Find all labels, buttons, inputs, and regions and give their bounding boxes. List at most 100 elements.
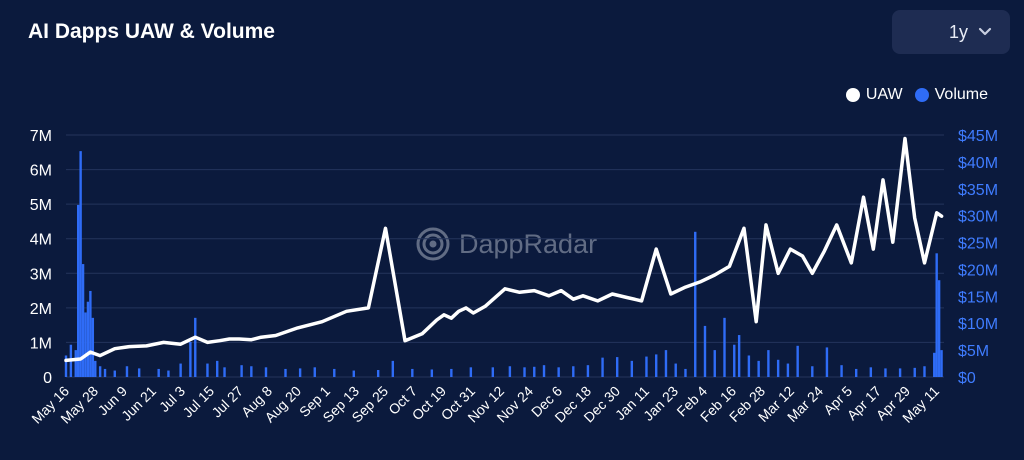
uaw-swatch-icon bbox=[845, 88, 860, 102]
chart-title: AI Dapps UAW & Volume bbox=[28, 20, 275, 43]
x-tick-label: Jul 15 bbox=[179, 383, 217, 421]
legend-item-volume[interactable]: Volume bbox=[914, 86, 988, 104]
volume-bar bbox=[811, 366, 814, 377]
y-right-tick-label: $20M bbox=[958, 262, 998, 279]
volume-bar bbox=[391, 360, 395, 377]
volume-bar bbox=[825, 347, 829, 377]
volume-bar bbox=[84, 312, 87, 377]
volume-bar bbox=[79, 151, 82, 377]
y-left-tick-label: 2M bbox=[30, 301, 52, 318]
volume-bar bbox=[206, 363, 209, 377]
volume-bar bbox=[767, 350, 770, 377]
volume-bar bbox=[723, 317, 726, 377]
volume-bar bbox=[167, 370, 170, 377]
volume-bar bbox=[601, 357, 604, 377]
volume-bar bbox=[223, 367, 226, 377]
volume-bar bbox=[937, 280, 941, 377]
volume-bar bbox=[376, 370, 380, 377]
volume-bar bbox=[450, 368, 453, 377]
volume-bar bbox=[157, 368, 160, 377]
y-left-tick-label: 0 bbox=[43, 370, 52, 387]
volume-bar bbox=[840, 365, 843, 377]
volume-bar bbox=[333, 368, 336, 377]
volume-bar bbox=[913, 367, 916, 377]
volume-bar bbox=[411, 368, 414, 377]
volume-bar bbox=[125, 366, 129, 377]
volume-bar bbox=[240, 365, 243, 377]
volume-bar bbox=[81, 264, 85, 377]
volume-bar bbox=[733, 344, 736, 377]
y-right-tick-label: $45M bbox=[958, 128, 998, 145]
volume-bar bbox=[284, 368, 287, 377]
uaw-line bbox=[64, 136, 944, 363]
volume-bar bbox=[776, 359, 780, 377]
volume-bar bbox=[869, 367, 873, 377]
watermark-text: DappRadar bbox=[459, 228, 598, 259]
y-left-tick-label: 6M bbox=[30, 163, 52, 180]
volume-bar bbox=[86, 301, 90, 377]
volume-bar bbox=[91, 317, 95, 377]
y-right-tick-label: $30M bbox=[958, 209, 998, 226]
volume-bar bbox=[898, 368, 902, 377]
volume-bar bbox=[703, 325, 707, 377]
volume-bar bbox=[189, 342, 192, 377]
volume-bar bbox=[630, 360, 634, 377]
volume-bar bbox=[298, 368, 302, 377]
volume-bar bbox=[655, 354, 658, 377]
y-right-tick-label: $40M bbox=[958, 155, 998, 172]
volume-bar bbox=[935, 253, 938, 377]
volume-bar bbox=[923, 366, 926, 377]
y-left-tick-label: 3M bbox=[30, 266, 52, 283]
volume-bar bbox=[615, 357, 619, 377]
volume-bar bbox=[855, 368, 858, 377]
watermark: DappRadar bbox=[415, 226, 597, 262]
volume-bar bbox=[194, 317, 197, 377]
y-right-tick-label: $0 bbox=[958, 370, 976, 387]
volume-bar bbox=[94, 360, 97, 377]
volume-bar bbox=[533, 366, 536, 377]
volume-bar bbox=[674, 363, 677, 377]
volume-bar bbox=[884, 368, 887, 377]
dappradar-logo-icon bbox=[416, 227, 450, 261]
volume-bar bbox=[352, 370, 355, 377]
volume-bar bbox=[89, 290, 92, 377]
volume-bar bbox=[469, 367, 473, 377]
volume-bar bbox=[757, 360, 760, 377]
volume-bar bbox=[542, 365, 546, 377]
volume-bar bbox=[64, 355, 68, 377]
volume-bar bbox=[179, 363, 182, 377]
volume-bar bbox=[103, 368, 107, 377]
volume-bar bbox=[491, 367, 495, 377]
y-right-tick-label: $5M bbox=[958, 343, 989, 360]
volume-bar bbox=[76, 204, 80, 377]
y-left-tick-label: 4M bbox=[30, 232, 52, 249]
x-tick-label: Jul 27 bbox=[208, 383, 246, 421]
volume-bar bbox=[313, 367, 316, 377]
volume-bar bbox=[216, 360, 219, 377]
chart-legend: UAW Volume bbox=[845, 86, 988, 104]
y-left-tick-label: 1M bbox=[30, 335, 52, 352]
volume-bar bbox=[113, 370, 116, 377]
volume-bar bbox=[508, 366, 512, 377]
volume-bar bbox=[137, 368, 141, 377]
volume-bar bbox=[250, 366, 253, 377]
y-left-tick-label: 7M bbox=[30, 128, 52, 145]
volume-bar bbox=[684, 368, 687, 377]
volume-bar bbox=[586, 365, 590, 377]
legend-item-uaw[interactable]: UAW bbox=[845, 86, 903, 104]
legend-label-volume: Volume bbox=[934, 86, 988, 103]
volume-bar bbox=[74, 350, 77, 377]
volume-bar bbox=[264, 367, 268, 377]
legend-label-uaw: UAW bbox=[865, 86, 903, 103]
y-right-tick-label: $10M bbox=[958, 316, 998, 333]
time-range-dropdown[interactable]: 1y bbox=[892, 10, 1010, 54]
volume-bar bbox=[694, 231, 697, 377]
volume-bar bbox=[796, 345, 799, 377]
time-range-label: 1y bbox=[948, 21, 968, 42]
volume-bar bbox=[664, 350, 668, 377]
volume-bar bbox=[645, 356, 648, 377]
volume-bar bbox=[933, 352, 936, 377]
volume-bar bbox=[430, 369, 434, 377]
